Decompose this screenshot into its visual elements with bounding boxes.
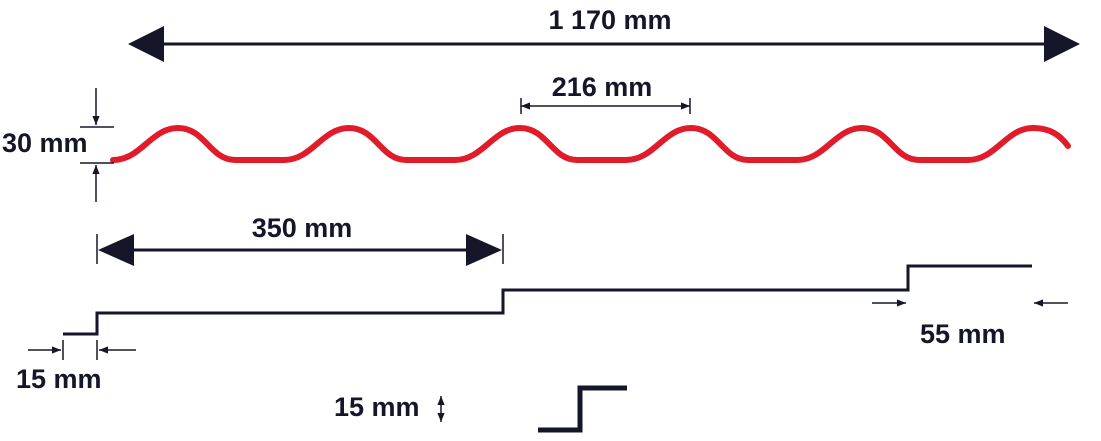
arrow-head — [128, 26, 164, 62]
arrow-head — [98, 234, 134, 266]
overlap-label: 55 mm — [920, 319, 1006, 349]
height-label: 30 mm — [2, 128, 88, 158]
offset-label: 15 mm — [16, 364, 102, 394]
sheet-profile — [110, 124, 1071, 163]
arrow-head — [466, 234, 502, 266]
arrow-head — [1044, 26, 1080, 62]
pitch-label: 216 mm — [552, 72, 653, 102]
step-label: 15 mm — [334, 392, 420, 422]
step-profile — [63, 264, 1032, 336]
step-icon — [538, 385, 627, 433]
module-label: 350 mm — [252, 213, 353, 243]
width-label: 1 170 mm — [548, 5, 671, 35]
